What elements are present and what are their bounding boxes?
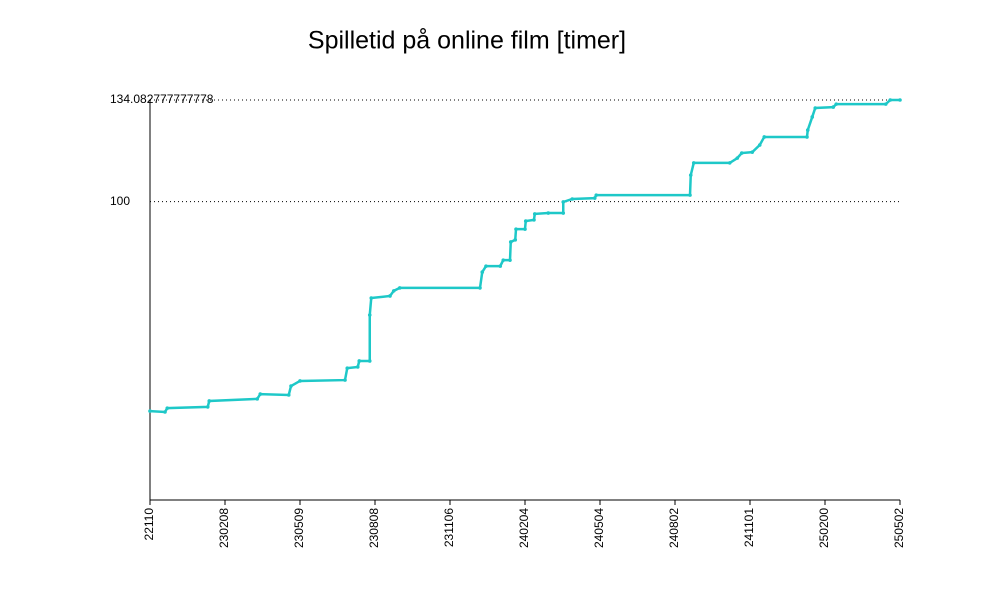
data-point — [508, 240, 513, 244]
data-point — [757, 143, 762, 147]
data-point — [286, 393, 291, 397]
data-point — [207, 399, 212, 403]
data-point — [898, 98, 902, 102]
data-point — [397, 286, 402, 290]
data-point — [883, 102, 888, 106]
data-point — [355, 365, 360, 369]
x-tick-label: 240204 — [517, 508, 531, 548]
data-point — [255, 397, 260, 401]
data-point — [561, 200, 566, 204]
data-point — [258, 392, 263, 396]
x-tick-label: 231106 — [442, 508, 456, 547]
data-point — [834, 102, 839, 106]
data-point — [501, 258, 506, 262]
data-point — [813, 106, 818, 110]
data-point — [739, 151, 744, 155]
data-point — [165, 406, 170, 410]
data-point — [367, 359, 372, 363]
x-tick-label: 230808 — [367, 508, 381, 548]
data-point — [367, 313, 372, 317]
data-point — [343, 378, 347, 382]
data-point — [513, 238, 518, 242]
y-tick-label: 134.082777777778 — [110, 92, 214, 106]
x-tick-label: 22110 — [142, 508, 156, 541]
data-point — [478, 286, 482, 290]
data-point — [345, 366, 350, 370]
data-point — [691, 161, 696, 165]
data-point — [205, 405, 210, 409]
data-point — [498, 264, 503, 268]
data-point — [810, 115, 815, 119]
data-point — [523, 227, 527, 231]
data-point — [484, 264, 488, 268]
data-point — [514, 227, 518, 231]
data-line — [149, 98, 900, 414]
data-point — [735, 156, 740, 160]
data-point — [546, 211, 551, 215]
x-tick-label: 230509 — [292, 508, 306, 548]
data-point — [508, 258, 512, 262]
data-point — [523, 219, 528, 223]
x-tick-label: 241101 — [742, 508, 756, 547]
data-point — [163, 410, 167, 414]
data-point — [592, 196, 597, 200]
data-point — [805, 135, 809, 139]
x-tick-label: 250502 — [892, 508, 906, 548]
data-point — [391, 289, 396, 293]
data-point — [805, 128, 810, 132]
data-point — [831, 105, 836, 109]
x-tick-label: 240802 — [667, 508, 681, 548]
data-point — [357, 359, 362, 363]
data-point — [388, 294, 392, 298]
data-point — [532, 212, 537, 216]
data-point — [148, 409, 152, 413]
data-point — [289, 384, 293, 388]
data-point — [298, 379, 302, 383]
data-point — [750, 150, 755, 154]
data-point — [688, 173, 693, 177]
data-point — [480, 270, 485, 274]
data-point — [888, 98, 893, 102]
data-point — [570, 197, 575, 201]
data-point — [688, 193, 692, 197]
data-point — [369, 296, 374, 300]
x-tick-label: 230208 — [217, 508, 231, 548]
data-point — [561, 211, 566, 215]
data-point — [727, 161, 732, 165]
x-tick-label: 250200 — [817, 508, 831, 548]
x-tick-label: 240504 — [592, 508, 606, 548]
data-point — [532, 218, 536, 222]
y-tick-label: 100 — [110, 194, 130, 208]
data-point — [762, 135, 767, 139]
data-point — [594, 193, 599, 197]
chart-title: Spilletid på online film [timer] — [308, 27, 626, 55]
